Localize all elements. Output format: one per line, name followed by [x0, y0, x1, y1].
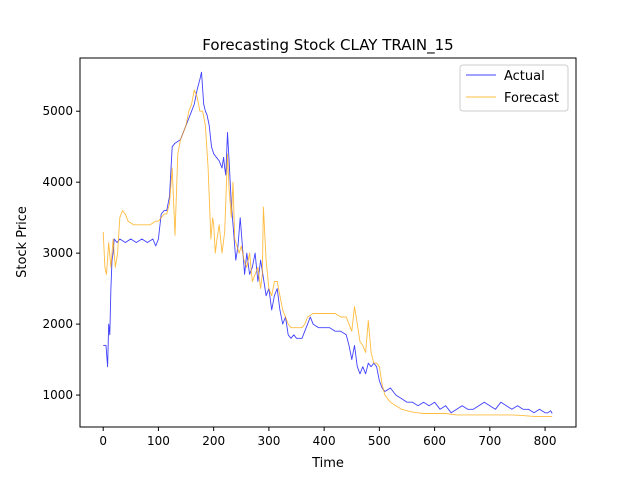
y-tick-label: 3000: [42, 246, 73, 260]
x-tick-label: 200: [202, 434, 225, 448]
plot-frame: [79, 57, 577, 428]
x-tick-label: 100: [147, 434, 170, 448]
y-axis: 1000 2000 3000 4000 5000: [42, 104, 80, 402]
legend-label-actual: Actual: [504, 69, 545, 84]
x-axis: 0 100 200 300 400 500 600 700 800: [99, 427, 557, 448]
x-tick-label: 700: [478, 434, 501, 448]
x-tick-label: 300: [257, 434, 280, 448]
x-tick-label: 600: [423, 434, 446, 448]
x-tick-label: 0: [99, 434, 107, 448]
x-tick-label: 400: [313, 434, 336, 448]
x-tick-label: 800: [534, 434, 557, 448]
plot-area: [102, 71, 553, 417]
series-line-forecast: [102, 89, 553, 417]
y-tick-label: 4000: [42, 175, 73, 189]
y-tick-label: 5000: [42, 104, 73, 118]
legend-box: [459, 64, 569, 112]
y-axis-label: Stock Price: [15, 206, 30, 278]
legend: Actual Forecast: [459, 64, 569, 112]
y-tick-label: 2000: [42, 317, 73, 331]
legend-label-forecast: Forecast: [504, 91, 559, 106]
y-tick-label: 1000: [42, 388, 73, 402]
chart-title: Forecasting Stock CLAY TRAIN_15: [202, 36, 453, 55]
x-tick-label: 500: [368, 434, 391, 448]
series-line-actual: [103, 71, 553, 414]
x-axis-label: Time: [311, 456, 344, 471]
